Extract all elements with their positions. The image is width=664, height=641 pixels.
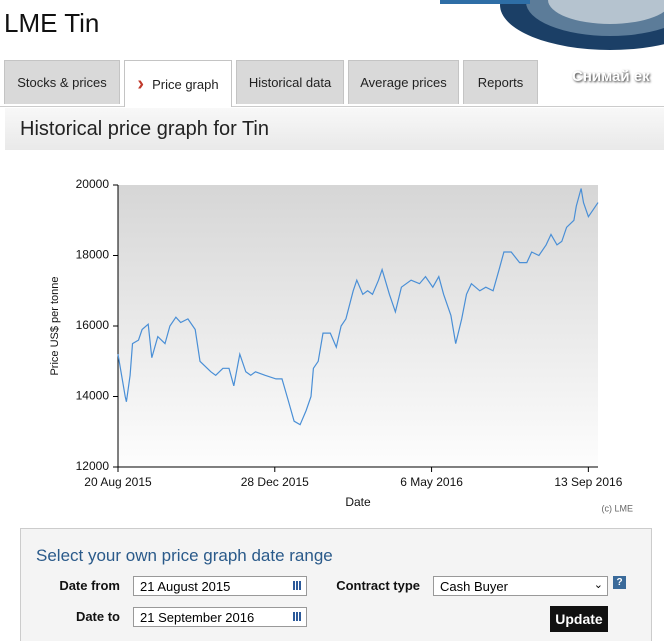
price-line (117, 188, 599, 426)
date-from-label: Date from (59, 578, 120, 593)
tab-label: Historical data (248, 75, 332, 90)
tab-label: Price graph (152, 76, 219, 92)
section-title: Historical price graph for Tin (20, 118, 269, 140)
date-to-input[interactable]: 21 September 2016 (133, 607, 307, 627)
tab-bar: Stocks & prices Price graph Historical dat… (0, 58, 664, 107)
x-axis-label: Date (345, 495, 371, 509)
date-from-input[interactable]: 21 August 2015 (133, 576, 307, 596)
tab[interactable]: Reports (463, 60, 538, 104)
x-tick-label: 20 Aug 2015 (84, 475, 152, 489)
banner-text: Снимай ек (572, 68, 650, 85)
tab-label: Reports (477, 75, 524, 90)
help-icon[interactable]: ? (613, 576, 626, 589)
form-title: Select your own price graph date range (36, 546, 333, 565)
tab[interactable]: Historical data (236, 60, 344, 104)
x-tick-label: 6 May 2016 (400, 475, 463, 489)
tab-label: Stocks & prices (17, 75, 107, 90)
y-tick-label: 20000 (76, 177, 110, 191)
update-button[interactable]: Update (550, 606, 608, 632)
plot-area (118, 185, 598, 467)
y-tick-label: 18000 (76, 248, 110, 262)
banner-graphic (440, 0, 664, 50)
contract-type-label: Contract type (336, 578, 420, 593)
section-header (5, 108, 664, 150)
date-range-form: Select your own price graph date range D… (20, 528, 652, 641)
y-tick-label: 16000 (76, 318, 110, 332)
y-tick-label: 12000 (76, 459, 110, 473)
y-axis-label: Price US$ per tonne (49, 276, 61, 375)
date-to-label: Date to (75, 609, 120, 624)
chart: Date Price US$ per tonne (c) LME 12000 14… (49, 177, 634, 513)
tab[interactable]: Stocks & prices (4, 60, 120, 104)
y-tick-label: 14000 (76, 389, 110, 403)
contract-type-value: Cash Buyer (440, 579, 508, 594)
credit: (c) LME (602, 503, 634, 513)
tab-label: Average prices (360, 75, 447, 90)
x-tick-label: 13 Sep 2016 (554, 475, 622, 489)
x-tick-label: 28 Dec 2015 (241, 475, 309, 489)
contract-type-select[interactable]: Cash Buyer ⌄ (433, 576, 608, 596)
tab[interactable]: Average prices (348, 60, 459, 104)
page-title: LME Tin (4, 8, 100, 38)
date-from-value: 21 August 2015 (140, 579, 231, 594)
date-to-value: 21 September 2016 (140, 610, 255, 625)
tab[interactable]: Price graph (124, 60, 232, 107)
